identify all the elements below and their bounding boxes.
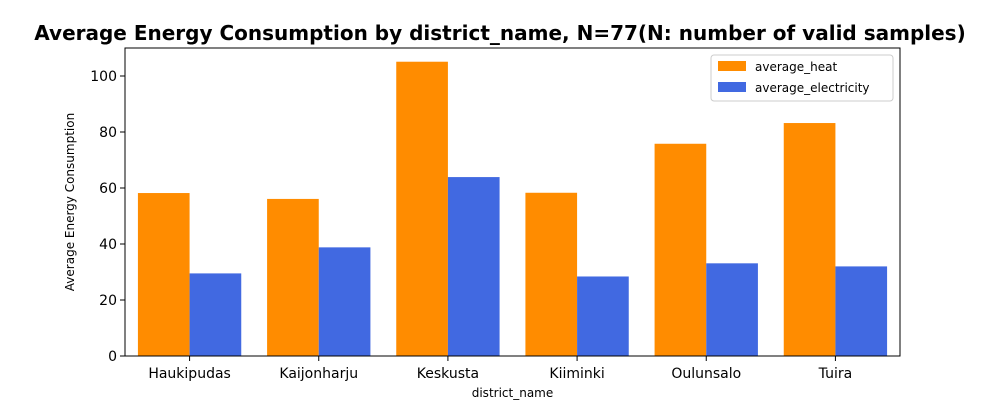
bar-average_electricity-Kaijonharju — [318, 247, 371, 356]
bar-average_heat-Oulunsalo — [654, 143, 707, 356]
axes-frame — [124, 47, 901, 357]
legend-label-average_heat: average_heat — [755, 60, 837, 74]
y-axis-ticks: 0 20 40 60 80 100 — [90, 69, 125, 365]
bar-average_heat-Kiiminki — [525, 192, 578, 356]
bar-average_electricity-Haukipudas — [189, 273, 242, 356]
x-tick-label: Haukipudas — [148, 366, 231, 382]
bar-average_heat-Tuira — [783, 123, 836, 356]
y-tick-label: 60 — [99, 181, 117, 197]
legend-swatch-average_heat — [718, 61, 746, 71]
chart-title: Average Energy Consumption by district_n… — [34, 21, 965, 45]
x-tick-label: Kaijonharju — [279, 366, 358, 382]
x-axis-label: district_name — [472, 386, 554, 400]
bars-group — [137, 61, 888, 356]
y-tick-label: 20 — [99, 293, 117, 309]
legend: average_heat average_electricity — [710, 54, 894, 102]
bar-average_electricity-Kiiminki — [577, 276, 629, 356]
y-tick-label: 40 — [99, 237, 117, 253]
x-tick-label: Keskusta — [417, 366, 479, 382]
x-tick-label: Kiiminki — [549, 366, 604, 382]
y-axis-label: Average Energy Consumption — [63, 113, 77, 291]
y-tick-label: 80 — [99, 125, 117, 141]
x-tick-label: Oulunsalo — [671, 366, 741, 382]
legend-label-average_electricity: average_electricity — [755, 81, 870, 95]
bar-average_electricity-Tuira — [835, 266, 888, 356]
bar-average_heat-Keskusta — [396, 61, 448, 356]
bar-average_electricity-Oulunsalo — [706, 263, 758, 356]
x-axis-ticks: Haukipudas Kaijonharju Keskusta Kiiminki Oul… — [148, 356, 852, 382]
bar-average_heat-Kaijonharju — [267, 198, 319, 356]
y-tick-label: 0 — [108, 349, 117, 365]
bar-average_heat-Haukipudas — [137, 193, 190, 356]
legend-box — [710, 54, 894, 102]
x-tick-label: Tuira — [818, 366, 853, 382]
y-tick-label: 100 — [90, 69, 117, 85]
bar-average_electricity-Keskusta — [447, 177, 500, 356]
legend-swatch-average_electricity — [718, 82, 746, 92]
